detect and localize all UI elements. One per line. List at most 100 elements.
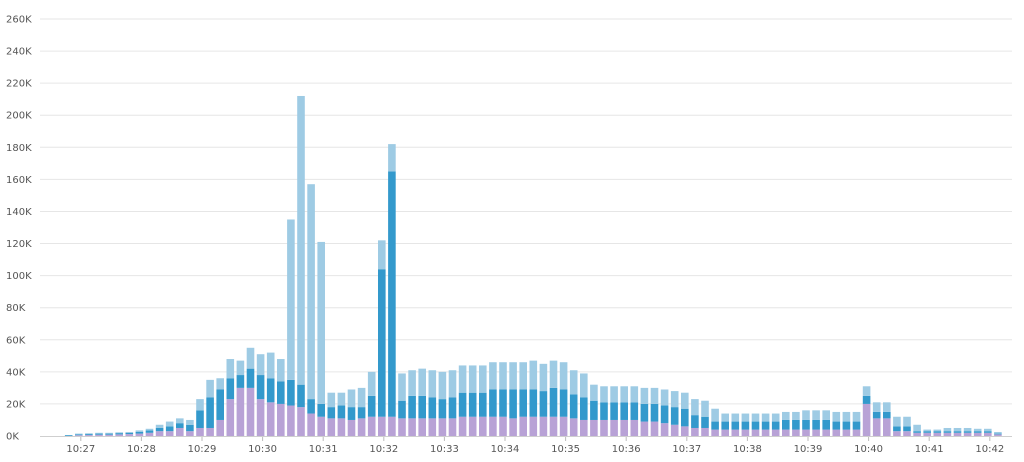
bar-segment-series-1 [660,405,669,424]
bar-segment-series-0 [337,418,346,436]
bar-segment-series-0 [125,434,134,436]
bar-segment-series-0 [610,419,618,436]
x-tick-label: 10:34 [491,444,520,455]
bar-segment-series-1 [317,403,325,417]
bar-segment-series-0 [711,429,719,436]
bar-segment-series-0 [963,432,972,436]
bar-segment-series-2 [388,144,396,172]
bar-segment-series-1 [277,381,285,404]
bar-segment-series-0 [640,421,649,436]
bar-segment-series-1 [155,427,164,432]
y-tick-label: 100K [6,271,32,282]
bar-segment-series-2 [479,365,487,393]
bar-segment-series-1 [135,431,144,434]
x-tick-label: 10:36 [612,444,641,455]
bar-segment-series-2 [408,370,416,396]
bar-segment-series-0 [357,418,366,436]
bar-segment-series-1 [994,433,1002,435]
x-tick-label: 10:42 [975,444,1004,455]
bar-segment-series-0 [226,399,235,436]
bar-segment-series-0 [872,418,881,436]
bar-segment-series-1 [95,433,103,435]
bar-segment-series-0 [913,432,921,436]
bar-segment-series-0 [145,432,154,436]
bar-segment-series-0 [509,418,517,436]
bar-segment-series-0 [468,416,477,436]
bar-segment-series-0 [287,405,295,436]
bar-segment-series-1 [458,392,467,417]
bar-segment-series-1 [852,421,861,430]
bar-segment-series-0 [176,427,184,436]
bar-segment-series-1 [771,421,780,430]
bar-segment-series-2 [943,427,952,432]
y-tick-label: 60K [6,335,26,346]
bar-segment-series-1 [569,394,578,419]
bar-segment-series-0 [418,418,426,436]
x-tick-label: 10:28 [127,444,156,455]
bar-segment-series-1 [913,431,921,433]
bar-segment-series-1 [367,395,376,417]
bar-segment-series-1 [428,397,437,419]
bar-segment-series-1 [590,400,598,420]
bar-segment-series-2 [458,365,467,393]
bar-segment-series-0 [378,416,386,436]
x-tick-label: 10:33 [430,444,459,455]
bar-segment-series-2 [115,432,123,434]
bar-segment-series-1 [711,421,719,430]
y-tick-label: 120K [6,239,32,250]
bar-segment-series-0 [782,429,790,436]
bar-segment-series-2 [650,387,659,404]
bar-segment-series-1 [650,403,659,422]
bar-segment-series-0 [428,418,437,436]
bar-segment-series-2 [580,373,588,398]
bar-segment-series-0 [862,403,871,436]
bar-segment-series-1 [236,375,245,388]
bar-segment-series-2 [549,360,558,388]
bar-segment-series-2 [923,429,931,432]
bar-segment-series-1 [216,389,224,420]
y-tick-label: 0K [6,432,19,443]
bar-segment-series-1 [378,269,386,417]
bar-segment-series-1 [479,392,487,417]
bar-segment-series-2 [95,432,103,434]
bar-segment-series-2 [155,424,164,428]
bar-segment-series-2 [994,431,1002,434]
bar-segment-series-2 [216,378,224,390]
bar-segment-series-2 [933,429,942,432]
bar-segment-series-1 [499,389,507,417]
bar-segment-series-0 [216,419,224,436]
bar-segment-series-0 [721,429,729,436]
bar-segment-series-0 [681,426,689,436]
bar-segment-series-2 [660,389,669,406]
bar-segment-series-1 [670,407,679,425]
bar-segment-series-0 [307,413,315,436]
bar-segment-series-1 [105,433,113,435]
x-axis: 10:27 10:28 10:29 10:30 10:31 10:32 10:33 10:34… [66,437,1004,455]
bar-segment-series-2 [771,413,780,422]
bar-segment-series-0 [933,432,942,436]
bar-segment-series-0 [630,419,639,436]
bar-segment-series-1 [802,419,810,430]
bar-segment-series-1 [529,389,538,417]
bar-segment-series-0 [539,416,548,436]
bar-segment-series-1 [196,410,204,428]
bar-segment-series-2 [620,386,628,403]
bar-segment-series-1 [266,378,275,403]
y-tick-label: 160K [6,175,32,186]
bar-segment-series-2 [822,410,830,420]
bar-segment-series-2 [610,386,618,403]
bar-segment-series-2 [802,410,810,420]
bar-segment-series-2 [246,347,255,369]
x-tick-label: 10:29 [188,444,217,455]
x-tick-label: 10:37 [672,444,701,455]
bar-segment-series-0 [75,435,83,436]
bar-segment-series-1 [489,389,497,417]
bar-segment-series-2 [85,433,93,435]
bar-segment-series-0 [519,416,527,436]
bar-segment-series-2 [903,416,911,427]
bar-segment-series-2 [347,389,356,408]
bar-segment-series-2 [277,359,285,382]
bar-segment-series-2 [792,411,800,420]
